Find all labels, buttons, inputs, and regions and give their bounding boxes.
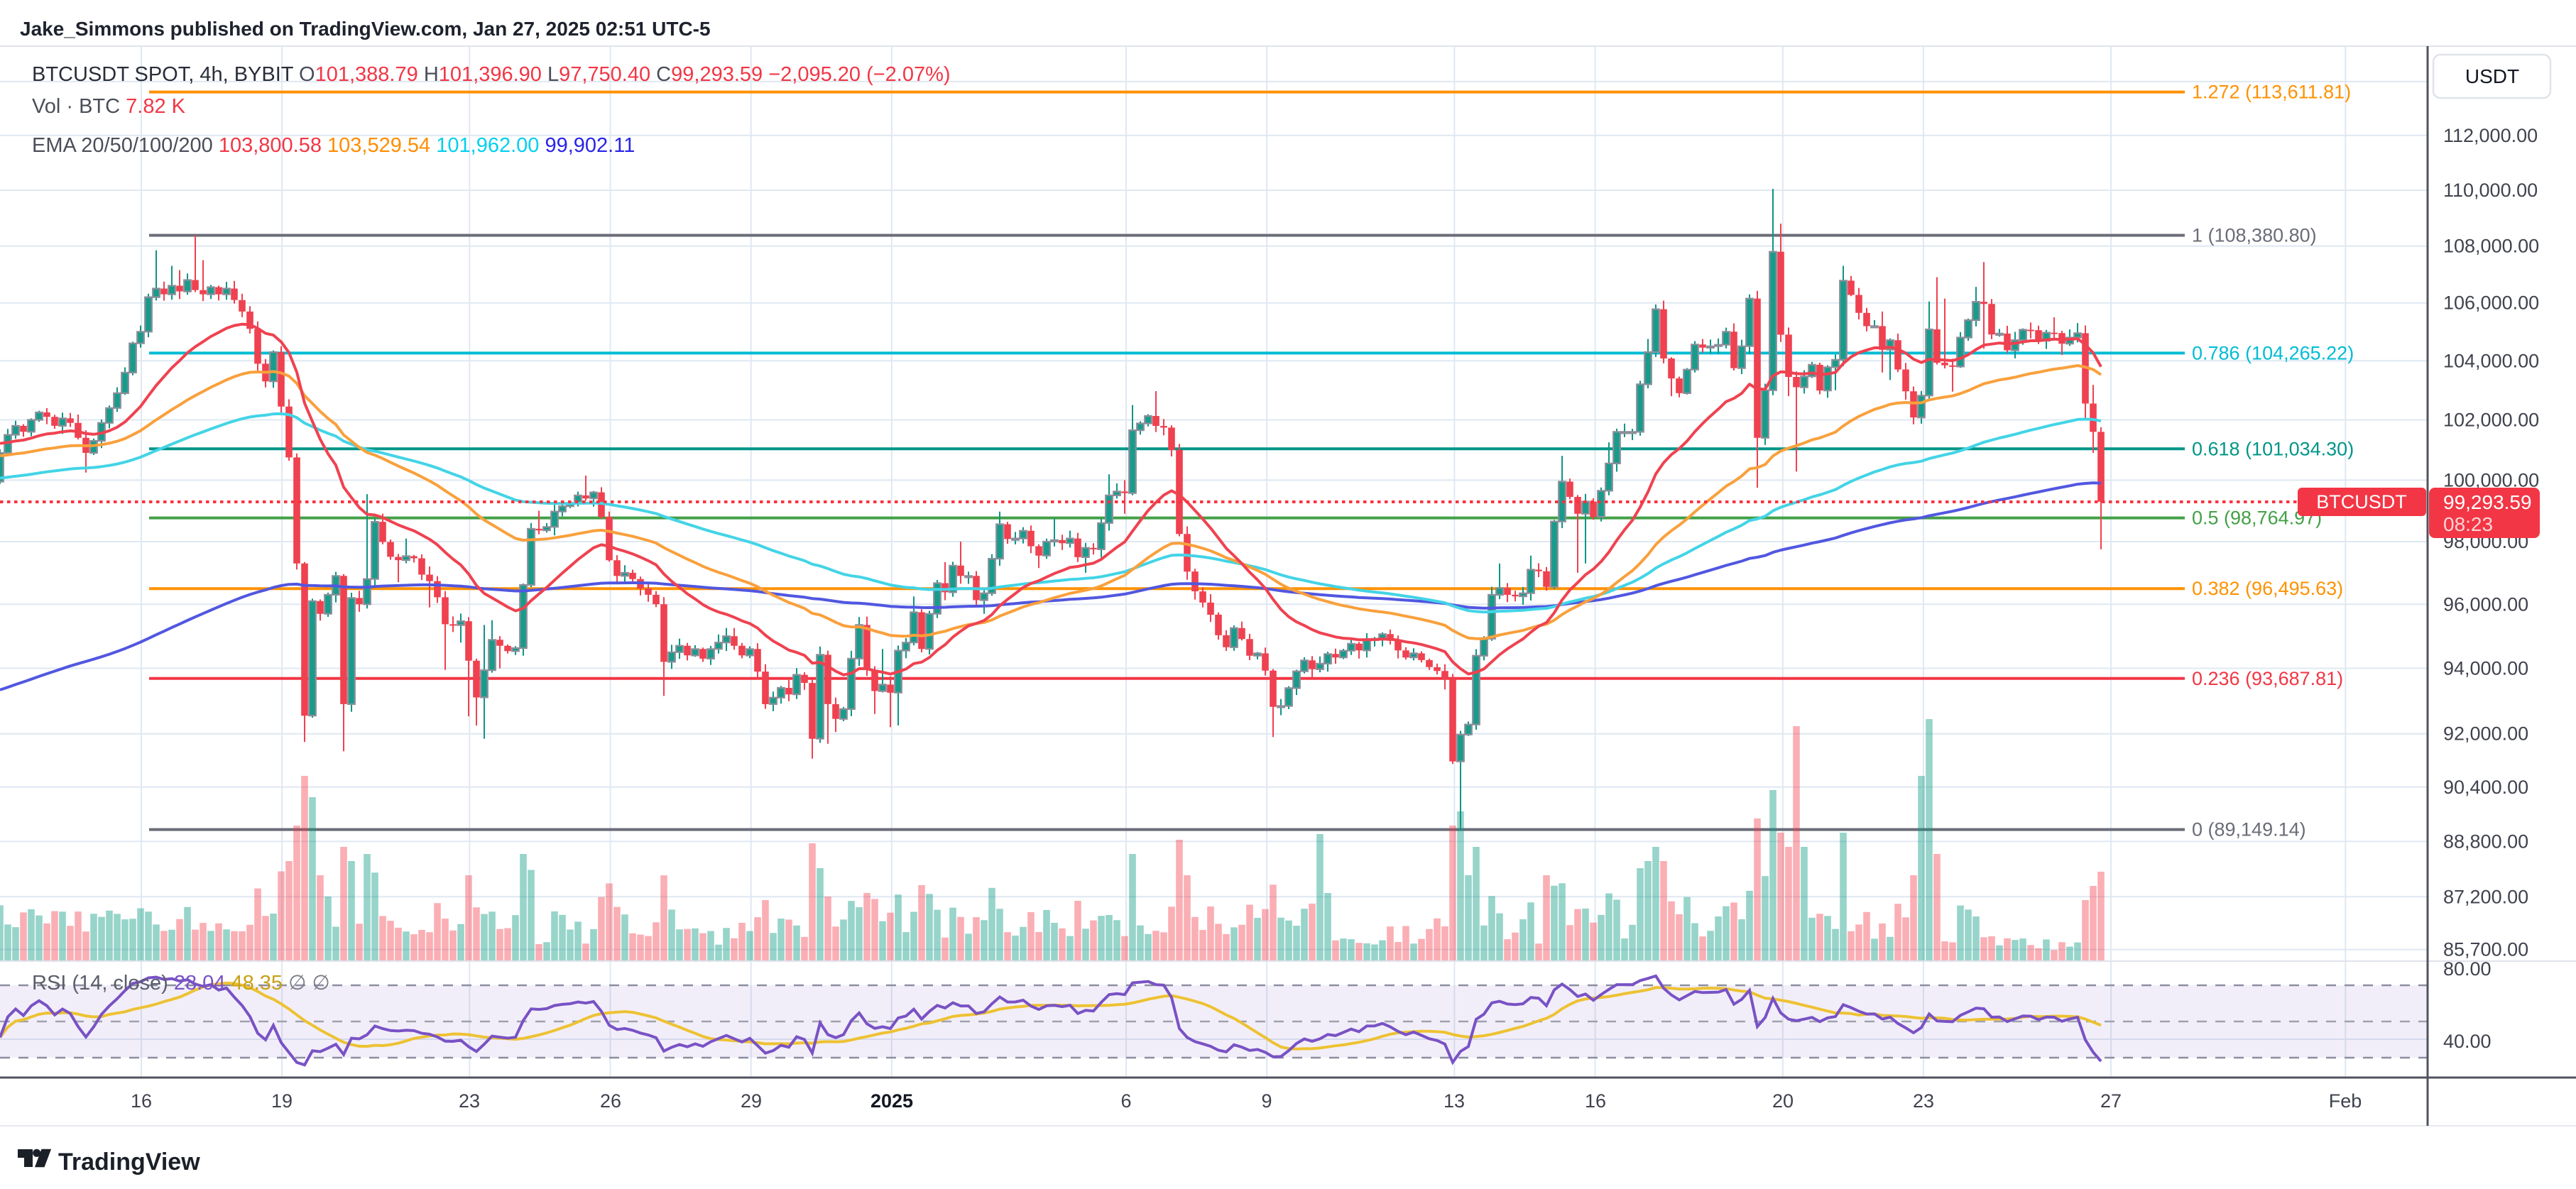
svg-text:106,000.00: 106,000.00 xyxy=(2443,292,2539,314)
svg-text:110,000.00: 110,000.00 xyxy=(2443,180,2538,201)
svg-text:USDT: USDT xyxy=(2465,65,2519,87)
svg-text:13: 13 xyxy=(1443,1090,1465,1112)
svg-text:RSI (14, close) 28.04 48.35 ∅: RSI (14, close) 28.04 48.35 ∅ ∅ xyxy=(32,972,330,995)
svg-text:0.618 (101,034.30): 0.618 (101,034.30) xyxy=(2192,438,2354,459)
svg-text:85,700.00: 85,700.00 xyxy=(2443,939,2528,960)
svg-text:40.00: 40.00 xyxy=(2443,1031,2492,1052)
svg-text:1 (108,380.80): 1 (108,380.80) xyxy=(2192,225,2317,246)
svg-text:0.382 (96,495.63): 0.382 (96,495.63) xyxy=(2192,578,2343,599)
svg-text:19: 19 xyxy=(271,1090,293,1112)
svg-text:9: 9 xyxy=(1261,1090,1272,1112)
svg-text:Vol · BTC 7.82 K: Vol · BTC 7.82 K xyxy=(32,95,186,118)
svg-text:100,000.00: 100,000.00 xyxy=(2443,469,2539,491)
svg-text:0.786 (104,265.22): 0.786 (104,265.22) xyxy=(2192,342,2354,363)
svg-text:Feb: Feb xyxy=(2329,1090,2362,1112)
svg-text:90,400.00: 90,400.00 xyxy=(2443,777,2528,798)
svg-text:27: 27 xyxy=(2100,1090,2122,1112)
svg-text:0.236 (93,687.81): 0.236 (93,687.81) xyxy=(2192,668,2343,689)
svg-text:Jake_Simmons published on Trad: Jake_Simmons published on TradingView.co… xyxy=(20,18,711,40)
svg-text:EMA 20/50/100/200 103,800.58: EMA 20/50/100/200 103,800.58 103,529.54 … xyxy=(32,134,635,157)
svg-text:0 (89,149.14): 0 (89,149.14) xyxy=(2192,819,2306,840)
svg-text:80.00: 80.00 xyxy=(2443,958,2492,980)
svg-text:92,000.00: 92,000.00 xyxy=(2443,723,2528,745)
svg-text:23: 23 xyxy=(1913,1090,1934,1112)
svg-text:2025: 2025 xyxy=(871,1090,913,1112)
svg-text:BTCUSDT SPOT, 4h, BYBIT O101,: BTCUSDT SPOT, 4h, BYBIT O101,388.79 H101… xyxy=(32,63,951,86)
svg-text:6: 6 xyxy=(1120,1090,1131,1112)
svg-text:112,000.00: 112,000.00 xyxy=(2443,125,2538,146)
svg-text:16: 16 xyxy=(131,1090,152,1112)
svg-text:TradingView: TradingView xyxy=(58,1149,200,1176)
svg-text:29: 29 xyxy=(741,1090,762,1112)
svg-text:20: 20 xyxy=(1772,1090,1794,1112)
svg-text:94,000.00: 94,000.00 xyxy=(2443,658,2528,679)
svg-text:23: 23 xyxy=(459,1090,480,1112)
svg-text:1.272 (113,611.81): 1.272 (113,611.81) xyxy=(2192,82,2351,103)
svg-text:102,000.00: 102,000.00 xyxy=(2443,410,2539,431)
svg-text:99,293.59: 99,293.59 xyxy=(2443,491,2532,513)
svg-text:08:23: 08:23 xyxy=(2443,513,2493,535)
svg-text:88,800.00: 88,800.00 xyxy=(2443,831,2528,852)
svg-text:BTCUSDT: BTCUSDT xyxy=(2316,491,2407,513)
svg-text:16: 16 xyxy=(1585,1090,1606,1112)
svg-text:96,000.00: 96,000.00 xyxy=(2443,593,2528,615)
svg-text:104,000.00: 104,000.00 xyxy=(2443,350,2539,371)
svg-text:26: 26 xyxy=(600,1090,621,1112)
svg-text:87,200.00: 87,200.00 xyxy=(2443,886,2528,907)
svg-text:108,000.00: 108,000.00 xyxy=(2443,236,2539,257)
